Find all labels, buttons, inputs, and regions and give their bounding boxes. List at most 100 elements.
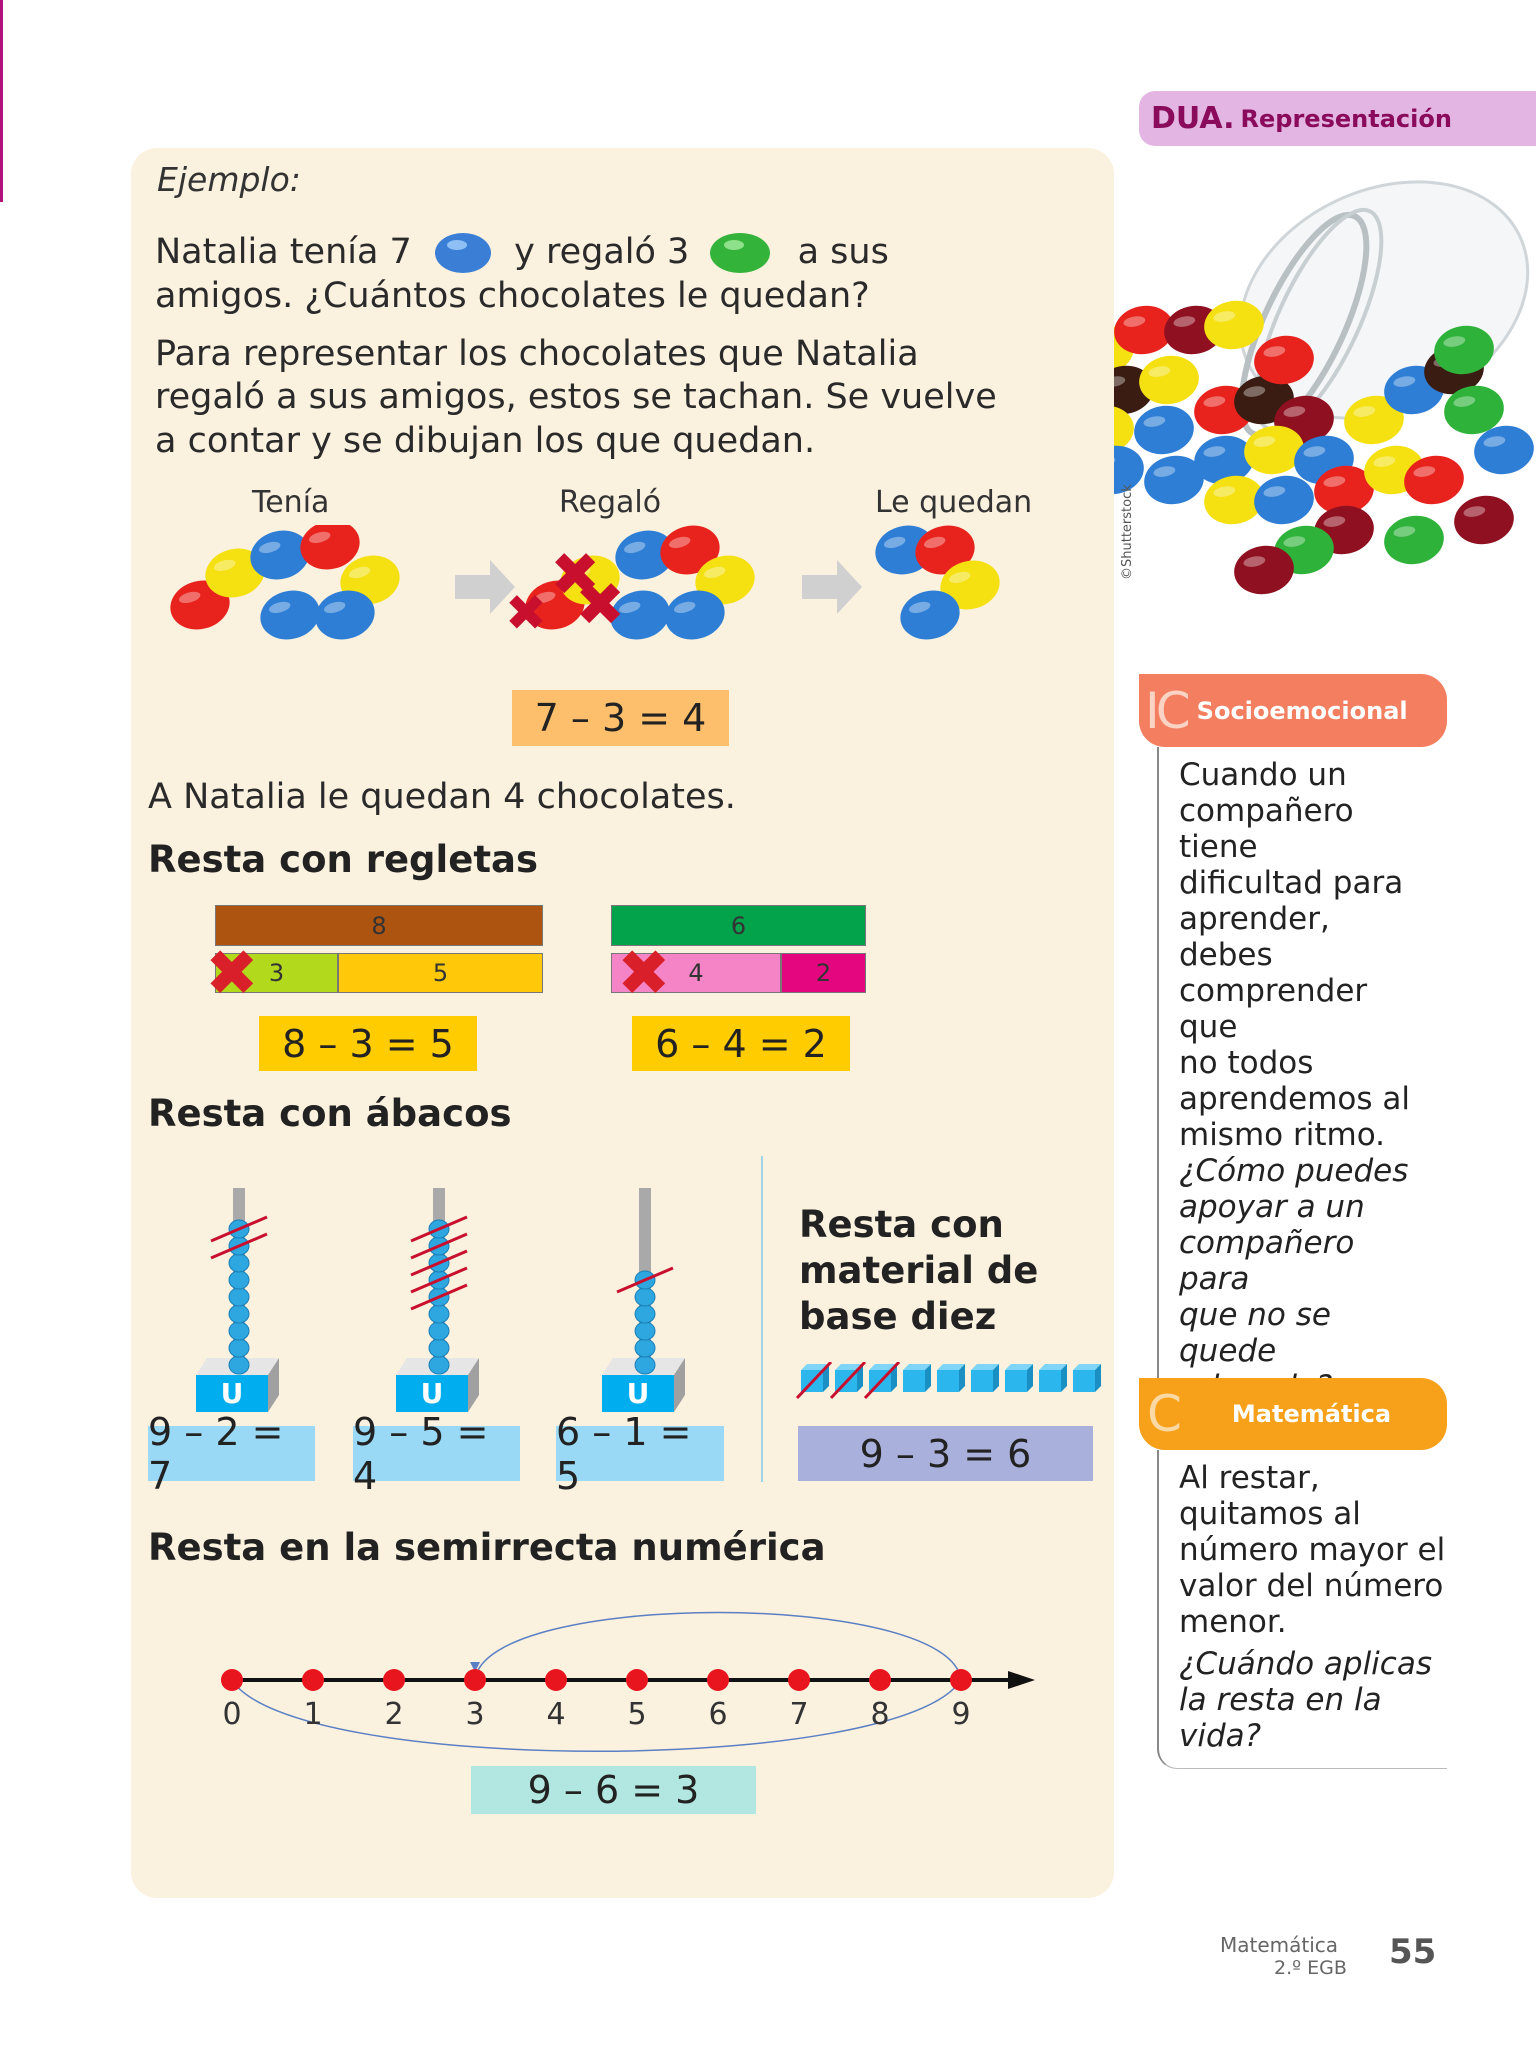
unit-cube-side	[1061, 1364, 1067, 1392]
abacos-title: Resta con ábacos	[148, 1092, 512, 1135]
strike-line	[829, 1362, 867, 1400]
unit-cube-side	[1027, 1364, 1033, 1392]
candy	[1404, 455, 1464, 505]
candy-shine	[1303, 446, 1326, 457]
abacus-drawings	[196, 1188, 685, 1412]
number-point	[302, 1669, 324, 1691]
candy-shine	[1173, 316, 1196, 327]
unit-cube-side	[993, 1364, 999, 1392]
candy	[1114, 305, 1174, 355]
abacus-bead	[428, 1338, 450, 1358]
rod-3: 3	[215, 953, 338, 993]
unit-cube	[1005, 1370, 1027, 1392]
footer-grade: 2.º EGB	[1274, 1957, 1347, 1979]
problem-text-a: Natalia tenía 7	[155, 232, 412, 272]
socio-question-line: compañero para	[1179, 1225, 1355, 1297]
socio-line: Cuando un	[1179, 757, 1347, 793]
abacus-bead	[228, 1270, 250, 1290]
socio-question-line: que no se quede	[1179, 1297, 1331, 1369]
socio-line: dificultad para	[1179, 865, 1404, 901]
candy-body	[1254, 475, 1314, 525]
candy-shine	[1393, 526, 1416, 537]
candy-body	[1404, 455, 1464, 505]
strike-line	[210, 1232, 268, 1260]
candy-shine	[1243, 556, 1266, 567]
abacus-bead	[634, 1321, 656, 1341]
unit-cube-top	[1005, 1364, 1033, 1370]
tick-label: 2	[384, 1697, 404, 1732]
number-point	[950, 1669, 972, 1691]
unit-cube	[971, 1370, 993, 1392]
abacus-bead	[428, 1304, 450, 1324]
candy	[260, 590, 320, 640]
number-point	[788, 1669, 810, 1691]
socio-line: comprender que	[1179, 973, 1368, 1045]
abacus-base-side	[468, 1358, 479, 1412]
candy	[665, 590, 725, 640]
arrow-right-icon	[802, 560, 862, 614]
arrow-head-icon	[1008, 1671, 1035, 1689]
unit-cube-top	[971, 1364, 999, 1370]
candy-shine	[1123, 316, 1146, 327]
candy-shine	[1148, 366, 1171, 377]
jump-arc	[474, 1611, 962, 1681]
ic-logo-icon: IC	[1145, 681, 1191, 740]
label-tenia: Tenía	[252, 485, 330, 520]
candy	[205, 548, 265, 598]
strike-line	[410, 1266, 468, 1294]
candy	[300, 525, 360, 570]
candy	[1474, 425, 1534, 475]
number-point	[626, 1669, 648, 1691]
candy-shine	[323, 601, 346, 614]
candy-shine	[1153, 466, 1176, 477]
number-point	[383, 1669, 405, 1691]
rod-2: 2	[781, 953, 866, 993]
unit-cube	[937, 1370, 959, 1392]
arc-arrow-icon	[470, 1662, 480, 1672]
candy-shine	[1323, 516, 1346, 527]
candy-body	[1474, 425, 1534, 475]
green-candy-icon	[710, 233, 771, 273]
candy-body	[1434, 325, 1494, 375]
candy	[1254, 335, 1314, 385]
matematica-title: Matemática	[1231, 1400, 1392, 1428]
candy-shine	[258, 541, 281, 554]
photo-credit: ©Shutterstock	[1120, 484, 1135, 580]
candy	[1194, 435, 1254, 485]
candy-body	[610, 590, 670, 640]
candy-body	[900, 590, 960, 640]
tick-label: 1	[303, 1697, 323, 1732]
candy	[1434, 325, 1494, 375]
candy-body	[1454, 495, 1514, 545]
candy-shine	[1483, 436, 1506, 447]
candy-body	[1114, 305, 1174, 355]
candy-shine	[1213, 311, 1236, 322]
candy-shine	[268, 601, 291, 614]
unit-label-1: U	[196, 1375, 268, 1412]
candy-shine	[533, 591, 556, 604]
strike-line	[210, 1215, 268, 1243]
candy	[660, 525, 720, 575]
tick-label: 5	[627, 1697, 647, 1732]
socio-question-line: apoyar a un	[1179, 1189, 1365, 1225]
candy	[1139, 355, 1199, 405]
abacus-base-side	[268, 1358, 279, 1412]
candy	[615, 530, 675, 580]
socio-line: compañero tiene	[1179, 793, 1354, 865]
strike-line	[795, 1362, 833, 1400]
equation-abaco-2: 9 – 5 = 4	[353, 1410, 520, 1498]
candy-body	[1134, 405, 1194, 455]
candy-shine	[1213, 486, 1236, 497]
socioemocional-title: Socioemocional	[1196, 696, 1408, 725]
candy-shine	[1453, 396, 1476, 407]
candy-body	[1444, 385, 1504, 435]
tick-label: 0	[222, 1697, 242, 1732]
candy	[940, 560, 1000, 610]
mate-line: Al restar,	[1179, 1460, 1320, 1496]
candy-body	[1204, 300, 1264, 350]
candy-shine	[348, 566, 371, 579]
abacus-bead	[428, 1355, 450, 1375]
candy-body	[695, 555, 755, 605]
candy	[1204, 475, 1264, 525]
candy-body	[1204, 475, 1264, 525]
